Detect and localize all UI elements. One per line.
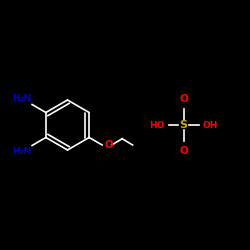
Text: O: O: [104, 140, 113, 150]
Text: S: S: [180, 120, 188, 130]
Text: O: O: [180, 146, 188, 156]
Text: OH: OH: [202, 120, 218, 130]
Text: H₂N: H₂N: [12, 146, 31, 156]
Text: H₂N: H₂N: [12, 94, 31, 104]
Text: HO: HO: [150, 120, 165, 130]
Text: O: O: [180, 94, 188, 104]
